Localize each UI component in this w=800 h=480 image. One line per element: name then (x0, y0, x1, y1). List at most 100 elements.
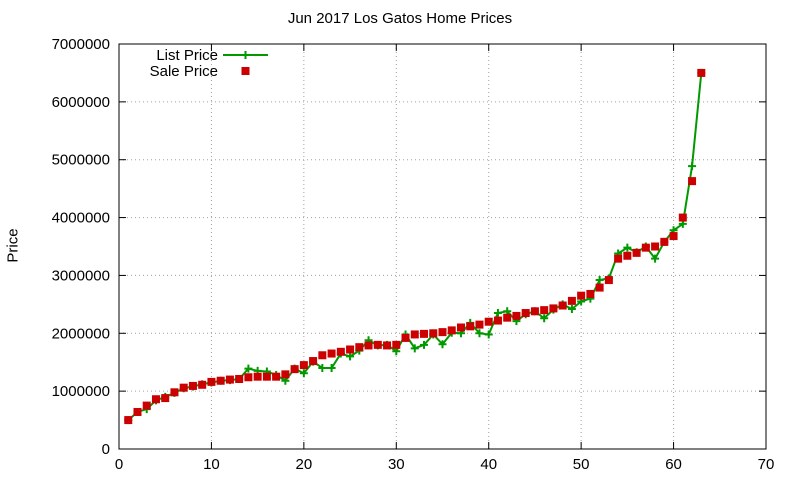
x-tick-label: 30 (388, 456, 405, 473)
sale-price-point (124, 416, 133, 425)
list-price-point (595, 276, 604, 285)
sale-price-point (198, 380, 207, 389)
sale-price-point (678, 213, 687, 222)
sale-price-point (688, 177, 697, 186)
sale-price-point (373, 340, 382, 349)
list-price-point (318, 364, 327, 372)
sale-price-point (133, 407, 142, 416)
sale-price-point (281, 370, 290, 379)
sale-price-point (604, 276, 613, 285)
sale-price-point (493, 316, 502, 325)
sale-price-point (235, 374, 244, 383)
list-price-point (651, 254, 660, 263)
list-price-point (299, 369, 308, 378)
sale-price-point (567, 296, 576, 305)
series-layer (124, 68, 706, 425)
sale-price-point (623, 251, 632, 260)
y-tick-label: 3000000 (52, 267, 110, 284)
sale-price-point (327, 349, 336, 358)
sale-price-point (410, 330, 419, 339)
sale-price-point (262, 372, 271, 381)
x-tick-label: 70 (758, 456, 775, 473)
sale-price-point (549, 304, 558, 313)
list-price-point (493, 309, 502, 318)
sale-price-point (225, 375, 234, 384)
y-tick-label: 6000000 (52, 94, 110, 111)
list-price-point (623, 243, 632, 252)
sale-price-point (309, 357, 318, 366)
x-tick-label: 60 (665, 456, 682, 473)
plot-frame (118, 43, 767, 450)
y-tick-label: 1000000 (52, 383, 110, 400)
sale-price-point (336, 347, 345, 356)
chart-title: Jun 2017 Los Gatos Home Prices (287, 10, 513, 27)
list-price-point (327, 364, 336, 372)
list-price-point (420, 340, 429, 349)
list-price-point (540, 314, 549, 323)
sale-price-point (383, 341, 392, 350)
sale-price-point (540, 306, 549, 315)
sale-price-point (290, 365, 299, 374)
sale-price-point (466, 322, 475, 331)
sale-price-point (456, 323, 465, 332)
y-tick-label: 4000000 (52, 210, 110, 227)
sale-price-point (151, 395, 160, 404)
list-price-point (688, 162, 697, 171)
y-tick-label: 2000000 (52, 325, 110, 342)
legend-swatch-square (241, 67, 250, 75)
sale-price-point (632, 248, 641, 257)
series-line-list-price (127, 72, 703, 421)
sale-price-point (299, 361, 308, 370)
sale-price-point (207, 377, 216, 386)
sale-price-point (503, 313, 512, 322)
sale-price-point (697, 68, 706, 77)
tick-labels: 0 10 20 30 40 50 60 70 0 1000000 2000000 3000000 400… (52, 36, 775, 473)
sale-price-point (346, 345, 355, 354)
sale-price-point (484, 317, 493, 326)
list-price-point (438, 340, 447, 349)
sale-price-point (161, 394, 170, 403)
sale-price-point (364, 341, 373, 350)
sale-price-point (558, 301, 567, 310)
sale-price-point (392, 340, 401, 349)
sale-price-point (170, 388, 179, 397)
sale-price-point (188, 381, 197, 390)
sale-price-point (318, 351, 327, 360)
sale-price-point (355, 343, 364, 352)
sale-price-point (420, 329, 429, 338)
sale-price-point (142, 401, 151, 410)
sale-price-point (179, 383, 188, 392)
sale-price-point (669, 232, 678, 241)
sale-price-point (253, 372, 262, 381)
list-price-point (244, 364, 253, 373)
sale-price-point (401, 333, 410, 342)
y-tick-label: 7000000 (52, 36, 110, 53)
sale-price-point (595, 283, 604, 292)
legend-label: List Price (156, 47, 218, 64)
legend-label: Sale Price (150, 63, 218, 80)
y-tick-label: 0 (102, 441, 110, 458)
list-price-point (346, 352, 355, 361)
sale-price-point (438, 328, 447, 337)
x-tick-label: 0 (115, 456, 123, 473)
grid-lines (119, 44, 766, 449)
sale-price-point (577, 291, 586, 300)
sale-price-point (272, 372, 281, 381)
list-price-point (484, 330, 493, 339)
list-price-point (475, 329, 484, 338)
sale-price-point (244, 373, 253, 382)
sale-price-point (447, 326, 456, 335)
sale-price-point (660, 237, 669, 246)
list-price-point (410, 344, 419, 353)
x-tick-label: 10 (203, 456, 220, 473)
sale-price-point (614, 254, 623, 263)
sale-price-point (429, 329, 438, 338)
sale-price-point (521, 309, 530, 318)
sale-price-point (641, 243, 650, 252)
x-tick-label: 50 (573, 456, 590, 473)
y-tick-label: 5000000 (52, 152, 110, 169)
list-price-point (567, 304, 576, 313)
axes (118, 43, 767, 450)
